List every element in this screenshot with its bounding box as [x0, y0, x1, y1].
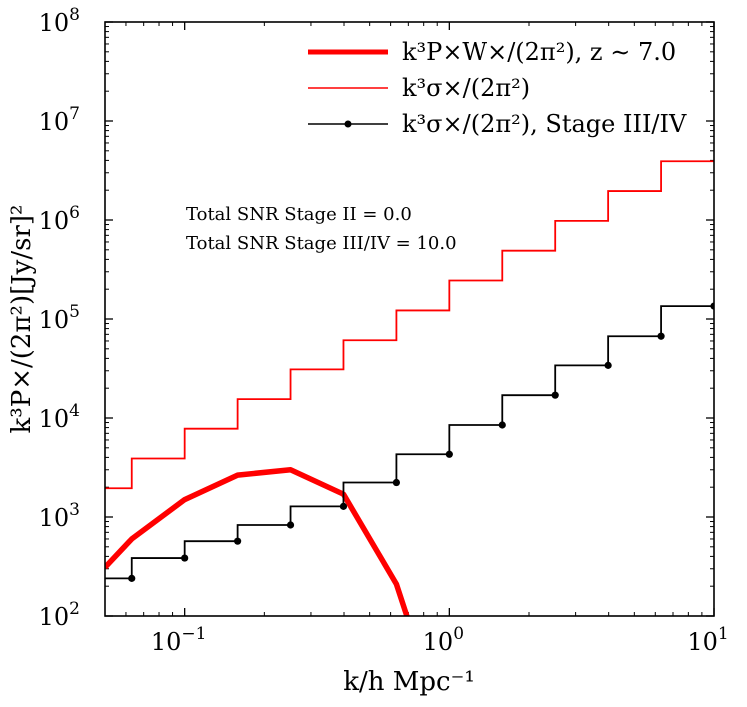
series-layer [105, 160, 714, 616]
y-tick-label: 106 [39, 203, 80, 235]
stage34-marker [498, 421, 506, 429]
stage34-marker [392, 478, 401, 487]
legend-label-signal: k³P×W×/(2π²), z ∼ 7.0 [402, 38, 676, 66]
x-tick-label: 101 [687, 624, 728, 656]
annotation-snr-stage3: Total SNR Stage III/IV = 10.0 [186, 233, 457, 254]
x-axis-label: k/h Mpc⁻¹ [343, 667, 475, 697]
legend-label-noise: k³σ×/(2π²) [402, 74, 530, 102]
legend-label-stage34: k³σ×/(2π²), Stage III/IV [402, 110, 687, 138]
y-tick-label: 105 [39, 302, 80, 334]
stage34-marker [657, 332, 665, 340]
y-tick-label: 108 [39, 5, 80, 37]
stage34-marker [234, 537, 242, 545]
legend: k³P×W×/(2π²), z ∼ 7.0 k³σ×/(2π²) k³σ×/(2… [308, 38, 687, 138]
y-tick-label: 104 [39, 401, 80, 433]
annotation-snr-stage2: Total SNR Stage II = 0.0 [186, 204, 412, 225]
series-stage34-step [105, 305, 714, 580]
series-signal-line [105, 467, 410, 616]
stage34-marker [128, 574, 136, 582]
plot-area [105, 160, 714, 616]
y-tick-label: 107 [39, 104, 80, 136]
stage34-marker [710, 302, 714, 310]
y-axis-label: k³P×/(2π²)[Jy/sr]² [7, 205, 37, 434]
plot-frame [104, 21, 715, 617]
x-tick-label: 10−1 [151, 624, 207, 656]
y-tick-label: 102 [39, 599, 80, 631]
stage34-marker [551, 391, 559, 399]
stage34-marker [604, 361, 612, 369]
stage34-marker [339, 502, 348, 510]
stage34-marker [181, 554, 189, 562]
legend-marker-stage34 [344, 120, 352, 128]
annotations: Total SNR Stage II = 0.0 Total SNR Stage… [186, 204, 457, 254]
stage34-marker [445, 450, 453, 458]
x-tick-label: 100 [423, 624, 464, 656]
y-tick-label: 103 [39, 500, 80, 532]
series-noise-step [105, 160, 714, 490]
tick-labels: 10−1 100 101 102 103 104 105 106 107 108 [39, 5, 729, 656]
stage34-marker [286, 521, 295, 529]
